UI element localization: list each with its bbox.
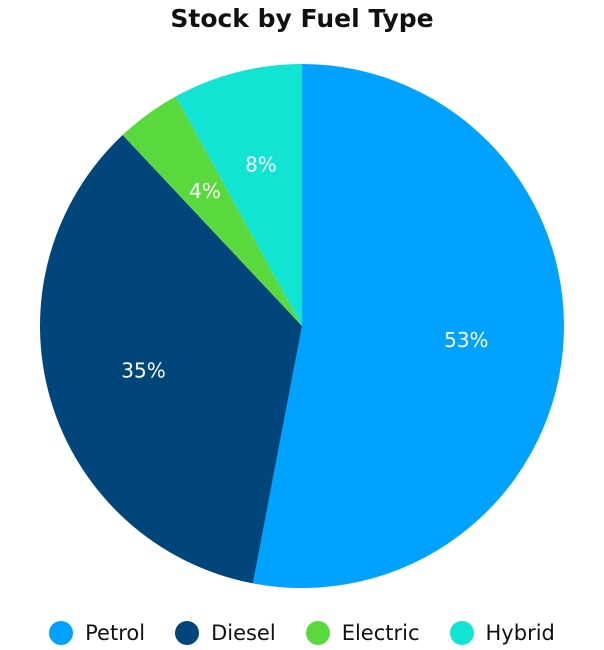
- legend-swatch-electric: [305, 621, 330, 645]
- pie-slice-labels: 53% 35% 4% 8%: [121, 153, 488, 383]
- pie-slice-petrol[interactable]: [252, 64, 565, 588]
- slice-label-electric: 4%: [189, 179, 221, 203]
- pie-slice-diesel[interactable]: [40, 135, 302, 584]
- slice-label-petrol: 53%: [444, 328, 488, 352]
- legend-item-electric[interactable]: Electric: [305, 621, 420, 645]
- legend-label-petrol: Petrol: [85, 621, 146, 645]
- legend-swatch-petrol: [49, 621, 74, 645]
- pie-chart: 53% 35% 4% 8%: [40, 64, 565, 588]
- slice-label-hybrid: 8%: [245, 153, 277, 177]
- legend-item-hybrid[interactable]: Hybrid: [449, 621, 555, 645]
- chart-title: Stock by Fuel Type: [170, 4, 434, 33]
- legend-label-diesel: Diesel: [211, 621, 276, 645]
- legend-item-diesel[interactable]: Diesel: [175, 621, 276, 645]
- legend-label-hybrid: Hybrid: [485, 621, 555, 645]
- pie-slices: [40, 64, 565, 588]
- legend-label-electric: Electric: [341, 621, 420, 645]
- legend-item-petrol[interactable]: Petrol: [49, 621, 145, 645]
- pie-slice-electric[interactable]: [122, 96, 303, 326]
- pie-slice-hybrid[interactable]: [175, 64, 302, 326]
- slice-label-diesel: 35%: [121, 359, 165, 383]
- legend: Petrol Diesel Electric Hybrid: [0, 617, 604, 649]
- legend-swatch-hybrid: [449, 621, 474, 645]
- legend-swatch-diesel: [175, 621, 200, 645]
